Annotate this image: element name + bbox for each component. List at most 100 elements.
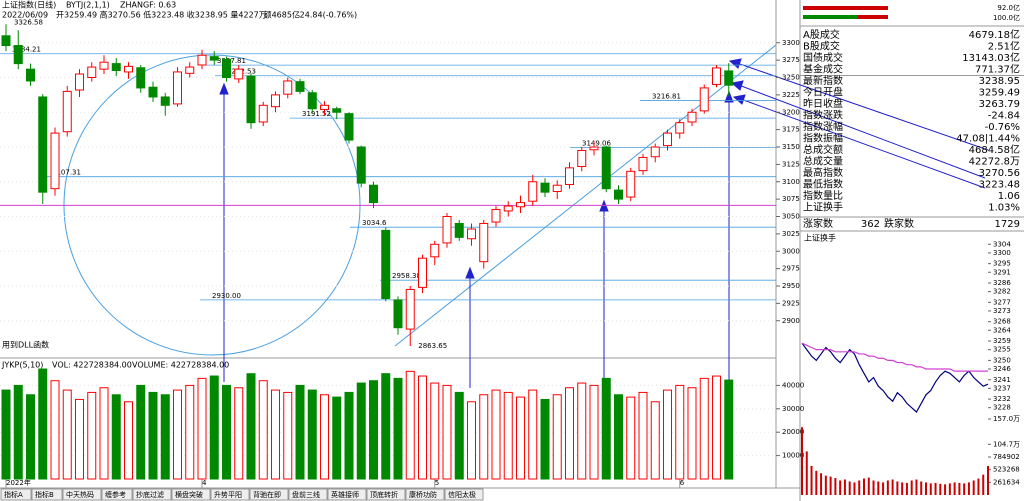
volume-bar [344,391,354,480]
candle-body [258,104,268,123]
volume-bar [577,382,587,480]
candle-body [418,257,427,288]
volume-bar [185,384,195,480]
volume-bar [479,394,489,480]
candle-body [381,229,391,300]
tab[interactable] [288,488,328,501]
candle-body [565,167,574,186]
candle-body [528,181,538,202]
tab[interactable] [366,488,406,501]
tab-label: 英雄接师 [331,490,359,499]
y-tick-label: 104.7万 [993,440,1020,448]
volume-bar [222,384,231,480]
intraday-title: 上证换手 [804,233,836,243]
candle-body [626,170,636,198]
level-label: 2958.38 [392,272,421,280]
info-text: -24.84(-0.76%) [297,11,357,20]
info-text: 2022/06/09 [2,11,48,20]
candle-body [234,68,244,80]
candle-body [503,205,513,212]
row-value: 771.37亿 [975,63,1020,76]
y-tick-label: 3286 [993,279,1011,287]
info-text: 开3259.49 [56,11,97,20]
tab[interactable] [101,488,133,501]
tab-label: 盘前三线 [292,490,320,499]
low-marker: 2863.65 [418,342,447,350]
top-value: 100.0亿 [993,13,1020,22]
volume-bar [332,396,342,480]
chart-title: 上证指数(日线) [2,0,56,10]
tab-label: 升势平阳 [214,490,242,499]
tab[interactable] [62,488,102,501]
volume-bar [454,391,464,480]
y-tick-label: 3232 [993,395,1011,403]
candle-body [589,146,599,151]
arrow-head [730,80,744,91]
candle-body [283,80,293,95]
advance-label: 涨家数 [803,217,833,230]
volume-bar [699,377,709,480]
y-tick-label: 3255 [993,346,1011,354]
tab[interactable] [327,488,367,501]
volume-title: JYKP(5,10) [1,361,43,370]
candle-body [442,216,452,244]
volume-bar [650,401,660,480]
y-tick-label: 30000 [782,405,804,413]
y-tick-label: 3050 [782,213,800,221]
row-label: 今日开盘 [803,86,843,99]
candle-body [222,58,231,78]
candle-body [724,70,734,86]
row-label: 国债成交 [803,51,843,64]
candle-body [650,146,660,158]
volume-bar [418,375,427,480]
tab[interactable] [171,488,211,501]
row-label: 最低指数 [803,178,843,191]
candle-body [540,182,550,193]
candle-body [663,132,672,147]
row-label: 指数涨幅 [803,120,843,133]
row-label: 指数振幅 [803,132,843,145]
row-value: 3270.56 [979,168,1020,179]
candle-body [467,228,476,240]
tab-label: 信阳太极 [448,490,476,499]
arrow-head [219,82,229,95]
row-label: 昨日收盘 [803,97,843,110]
info-text: 量4227万 [230,11,266,20]
y-tick-label: 3200 [782,108,800,116]
candle-body [344,113,354,141]
row-label: 指数量比 [803,189,843,202]
candle-body [87,66,97,78]
row-value: 1.03% [988,203,1020,214]
tab[interactable] [210,488,250,501]
candle-body [185,66,195,74]
y-tick-label: 3250 [993,356,1011,364]
row-value: 3259.49 [979,88,1020,99]
x-tick-label: 2022年 [6,478,31,487]
candle-body [393,299,403,329]
arrow [733,61,989,151]
tab[interactable] [249,488,289,501]
tab[interactable] [132,488,172,501]
candle-body [13,45,23,65]
candle-body [50,132,60,190]
y-tick-label: 3241 [993,376,1011,384]
tab-label: 抄底过滤 [136,490,164,499]
tab[interactable] [0,488,32,501]
tab[interactable] [405,488,445,501]
level-label: 3216.81 [652,93,681,101]
tab[interactable] [31,488,63,501]
y-tick-label: 784902 [993,453,1020,461]
level-label: 3191.52 [302,110,331,118]
arrow-head [599,199,609,212]
volume-bar [258,380,268,480]
info-text: 收3238.95 [187,10,228,20]
volume-bar [405,370,415,480]
candle-body [1,35,11,47]
tab[interactable] [444,488,484,501]
y-tick-label: 3075 [782,195,800,203]
row-value: 3263.79 [979,99,1020,110]
y-tick-label: 3259 [993,337,1011,345]
tab-label: 缠参考 [105,490,126,499]
volume-bar [148,391,158,480]
